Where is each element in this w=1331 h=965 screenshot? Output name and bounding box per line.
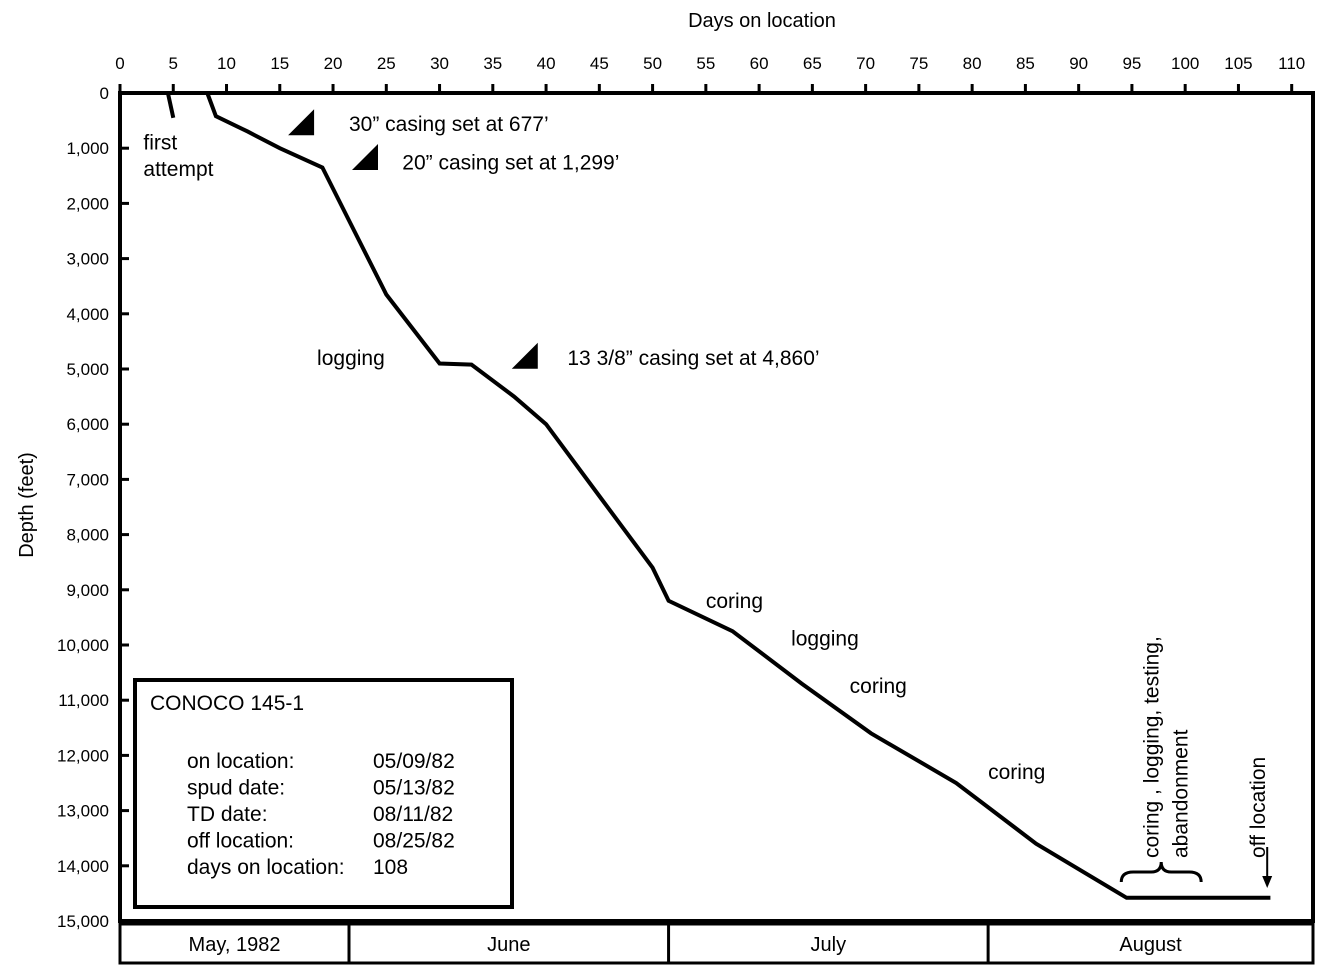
annotation: coring (850, 675, 907, 698)
x-tick-label: 75 (909, 54, 928, 73)
y-tick-label: 14,000 (57, 857, 109, 876)
annotation: attempt (143, 158, 213, 181)
month-bands: May, 1982 June July August (118, 922, 1315, 965)
month-label: May, 1982 (189, 934, 281, 956)
y-tick-label: 8,000 (66, 526, 109, 545)
info-value: 108 (373, 856, 408, 879)
x-tick-label: 100 (1171, 54, 1199, 73)
axis-ticks: 0 5 10 15 20 25 30 35 40 45 50 55 60 65 70 75 80 85 90 95 10… (57, 54, 1305, 931)
annotation: logging (791, 627, 859, 650)
depth-line (205, 92, 1271, 900)
bracket (1119, 861, 1203, 883)
annotation: first (143, 132, 177, 155)
x-tick-label: 15 (270, 54, 289, 73)
month-band-frame (118, 922, 1315, 965)
rotated-annotation: coring , logging, testing, (1141, 636, 1164, 858)
x-tick-label: 45 (590, 54, 609, 73)
y-tick-label: 15,000 (57, 912, 109, 931)
x-tick-label: 110 (1278, 54, 1305, 73)
info-value: 05/13/82 (373, 777, 455, 800)
x-tick-label: 60 (750, 54, 769, 73)
y-tick-label: 13,000 (57, 802, 109, 821)
info-value: 08/11/82 (373, 803, 453, 826)
info-label: on location: (187, 750, 294, 773)
y-tick-label: 4,000 (66, 305, 109, 324)
y-tick-label: 1,000 (66, 139, 109, 158)
plot-frame (118, 91, 1315, 923)
x-tick-label: 40 (537, 54, 556, 73)
x-tick-label: 95 (1122, 54, 1141, 73)
x-tick-label: 90 (1069, 54, 1088, 73)
casing-marker (351, 144, 378, 171)
month-label: June (487, 934, 530, 956)
annotation: coring (988, 761, 1045, 784)
annotation: 13 3/8” casing set at 4,860’ (567, 347, 819, 370)
casing-marker (511, 342, 538, 369)
casing-markers (288, 109, 538, 369)
y-tick-label: 12,000 (57, 746, 109, 765)
annotation: 20” casing set at 1,299’ (402, 152, 619, 175)
annotation: 30” casing set at 677’ (349, 113, 549, 136)
info-title: CONOCO 145-1 (150, 692, 304, 715)
info-label: spud date: (187, 777, 285, 800)
x-tick-label: 20 (324, 54, 343, 73)
info-label: days on location: (187, 856, 345, 879)
info-value: 05/09/82 (373, 750, 455, 773)
y-tick-label: 5,000 (66, 360, 109, 379)
rotated-annotation: off location (1247, 757, 1270, 858)
casing-marker (288, 109, 315, 136)
y-tick-label: 2,000 (66, 194, 109, 213)
y-tick-label: 9,000 (66, 581, 109, 600)
y-tick-label: 11,000 (58, 691, 109, 710)
info-value: 08/25/82 (373, 830, 455, 853)
x-tick-label: 35 (483, 54, 502, 73)
x-tick-label: 5 (169, 54, 178, 73)
info-box: CONOCO 145-1 on location: 05/09/82 spud dat… (133, 678, 514, 909)
y-tick-label: 3,000 (66, 250, 109, 269)
rotated-annotation: abandonment (1169, 729, 1192, 858)
x-tick-label: 70 (856, 54, 875, 73)
month-label: July (811, 934, 847, 956)
annotation: coring (706, 590, 763, 613)
x-tick-label: 55 (696, 54, 715, 73)
annotation: logging (317, 347, 385, 370)
y-tick-label: 6,000 (66, 415, 109, 434)
info-box-frame (133, 678, 514, 909)
x-tick-label: 105 (1224, 54, 1252, 73)
x-tick-label: 85 (1016, 54, 1035, 73)
depth-line (165, 92, 176, 119)
info-label: off location: (187, 830, 294, 853)
x-tick-label: 65 (803, 54, 822, 73)
y-axis-title: Depth (feet) (16, 452, 38, 558)
info-label: TD date: (187, 803, 268, 826)
depth-curve (165, 92, 1271, 900)
x-tick-label: 10 (217, 54, 236, 73)
x-axis-title: Days on location (688, 10, 836, 32)
month-label: August (1119, 934, 1182, 956)
y-tick-label: 10,000 (57, 636, 109, 655)
x-tick-label: 0 (115, 54, 124, 73)
x-tick-label: 80 (963, 54, 982, 73)
x-tick-label: 25 (377, 54, 396, 73)
y-tick-label: 0 (100, 84, 109, 103)
annotations: first attempt 30” casing set at 677’ 20” ca… (143, 113, 1273, 888)
x-tick-label: 50 (643, 54, 662, 73)
x-tick-label: 30 (430, 54, 449, 73)
y-tick-label: 7,000 (66, 470, 109, 489)
arrow-head (1262, 876, 1273, 888)
